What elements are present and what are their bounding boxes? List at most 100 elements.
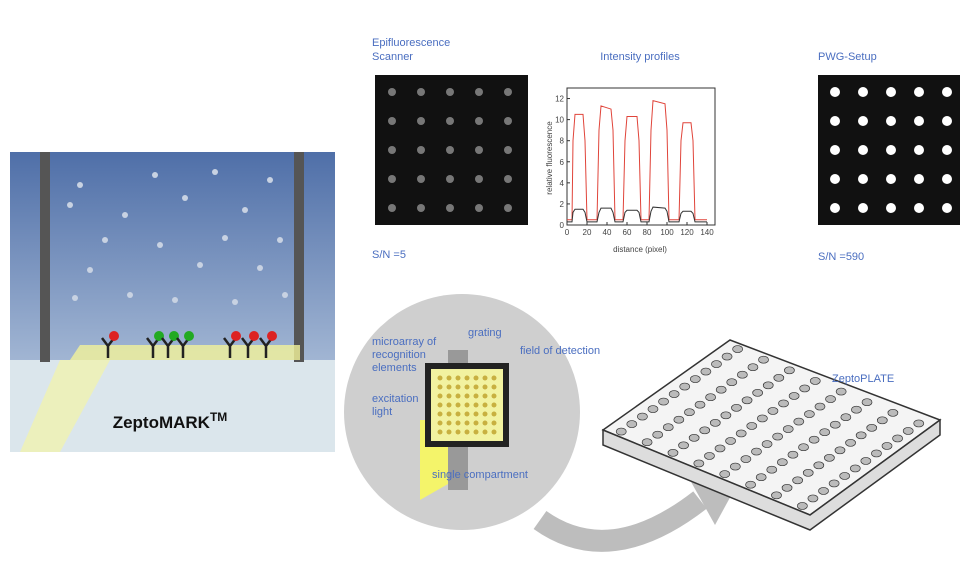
molecule	[77, 182, 83, 188]
well	[861, 457, 871, 464]
well	[659, 398, 669, 405]
scanner-title: Epifluorescence	[372, 37, 450, 49]
array-spot	[438, 376, 443, 381]
well	[794, 418, 804, 425]
well	[695, 401, 705, 408]
scanner-title: Scanner	[372, 51, 413, 63]
plate-top	[603, 340, 940, 515]
array-spot	[456, 394, 461, 399]
antigen	[249, 331, 259, 341]
well	[759, 356, 769, 363]
y-tick-label: 4	[560, 179, 565, 188]
spot	[942, 116, 952, 126]
zeptomark-panel: ZeptoMARKTM	[10, 152, 335, 452]
spot	[830, 116, 840, 126]
well	[767, 466, 777, 473]
array-spot	[465, 403, 470, 408]
well	[773, 433, 783, 440]
well	[809, 436, 819, 443]
well	[742, 397, 752, 404]
spot	[830, 87, 840, 97]
chip-label: microarray of	[372, 336, 437, 348]
array-spot	[447, 430, 452, 435]
spot	[475, 204, 483, 212]
array-spot	[483, 394, 488, 399]
well	[663, 424, 673, 431]
array-spot	[474, 421, 479, 426]
diagram: ZeptoMARKTM Epifluorescence Scanner S/N …	[0, 0, 960, 561]
spot	[942, 87, 952, 97]
array-spot	[447, 394, 452, 399]
well	[694, 460, 704, 467]
spot	[388, 117, 396, 125]
molecule	[122, 212, 128, 218]
well	[836, 388, 846, 395]
well	[737, 371, 747, 378]
spot	[475, 146, 483, 154]
well	[810, 377, 820, 384]
well	[668, 449, 678, 456]
well	[826, 396, 836, 403]
x-tick-label: 100	[660, 228, 674, 237]
well	[777, 459, 787, 466]
well	[779, 400, 789, 407]
antigen	[184, 331, 194, 341]
well	[674, 416, 684, 423]
array-spot	[474, 385, 479, 390]
spot	[504, 117, 512, 125]
well	[835, 447, 845, 454]
spot	[388, 146, 396, 154]
molecule	[222, 235, 228, 241]
well	[642, 439, 652, 446]
scanner-caption: S/N =5	[372, 249, 406, 261]
well	[814, 462, 824, 469]
well	[789, 392, 799, 399]
spot	[504, 146, 512, 154]
well	[721, 412, 731, 419]
well	[716, 386, 726, 393]
well	[710, 419, 720, 426]
well	[722, 353, 732, 360]
well	[862, 399, 872, 406]
well	[882, 442, 892, 449]
spot	[914, 203, 924, 213]
well	[700, 427, 710, 434]
array-spot	[447, 412, 452, 417]
molecule	[72, 295, 78, 301]
array-spot	[447, 421, 452, 426]
spot	[858, 116, 868, 126]
molecule	[267, 177, 273, 183]
molecule	[277, 237, 283, 243]
array-spot	[456, 430, 461, 435]
y-tick-label: 2	[560, 200, 565, 209]
well	[799, 444, 809, 451]
spot	[942, 203, 952, 213]
well	[736, 430, 746, 437]
antigen	[231, 331, 241, 341]
well	[903, 427, 913, 434]
array-spot	[456, 412, 461, 417]
x-tick-label: 120	[680, 228, 694, 237]
pwg-caption: S/N =590	[818, 251, 864, 263]
well	[733, 346, 743, 353]
well	[841, 414, 851, 421]
well	[731, 404, 741, 411]
spot	[830, 203, 840, 213]
molecule	[282, 292, 288, 298]
x-tick-label: 20	[583, 228, 592, 237]
spot	[886, 203, 896, 213]
well	[704, 452, 714, 459]
well	[748, 364, 758, 371]
well	[820, 429, 830, 436]
array-spot	[474, 394, 479, 399]
molecule	[127, 292, 133, 298]
spot	[475, 175, 483, 183]
array-spot	[465, 421, 470, 426]
well	[850, 465, 860, 472]
well	[680, 383, 690, 390]
spot	[446, 175, 454, 183]
label: ZeptoMARK	[113, 413, 211, 432]
x-tick-label: 80	[643, 228, 652, 237]
array-spot	[465, 376, 470, 381]
spot	[830, 145, 840, 155]
